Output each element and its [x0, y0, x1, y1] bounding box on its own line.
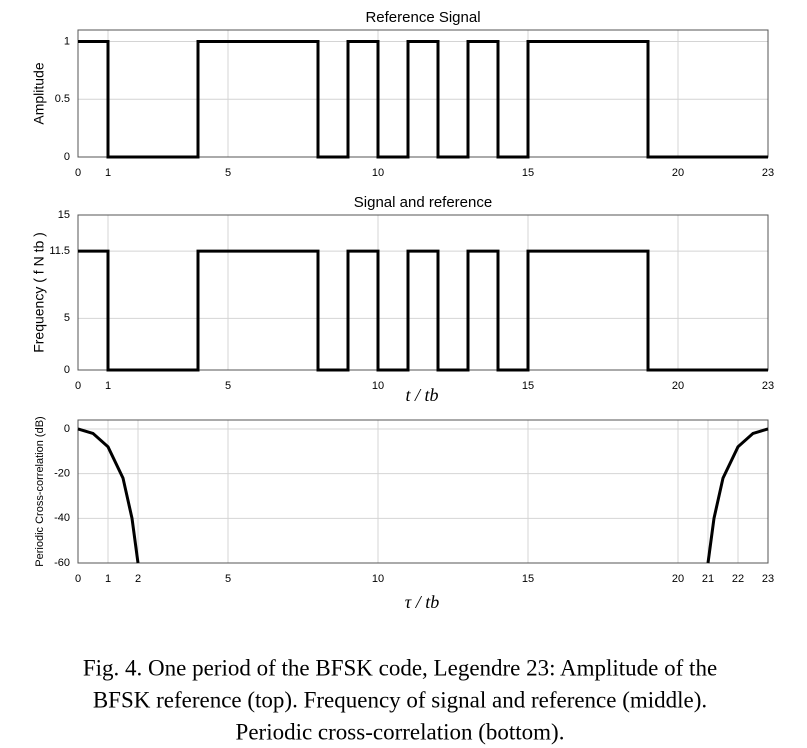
x-tick-label: 20	[672, 167, 684, 179]
chart-title: Reference Signal	[365, 9, 480, 26]
x-tick-label: 5	[225, 573, 231, 585]
x-tick-label: 15	[522, 380, 534, 392]
plot-frame	[77, 214, 769, 371]
caption-line: Periodic cross-correlation (bottom).	[236, 719, 565, 744]
y-axis-label: Amplitude	[31, 62, 47, 124]
y-axis-label: Frequency ( f N tb )	[31, 232, 47, 353]
y-tick-label: 11.5	[49, 245, 70, 257]
x-tick-label: 23	[762, 380, 774, 392]
y-tick-label: 0	[64, 151, 70, 163]
y-tick-label: -60	[54, 557, 70, 569]
y-tick-label: 15	[58, 209, 70, 221]
y-tick-label: 5	[64, 312, 70, 324]
x-tick-label: 15	[522, 167, 534, 179]
x-tick-label: 20	[672, 380, 684, 392]
data-line	[77, 427, 769, 564]
x-tick-label: 2	[135, 573, 141, 585]
x-tick-label: 21	[702, 573, 714, 585]
y-tick-label: 0	[64, 423, 70, 435]
caption-line: BFSK reference (top). Frequency of signa…	[93, 687, 707, 712]
x-tick-label: 10	[372, 167, 384, 179]
x-tick-label: 10	[372, 380, 384, 392]
y-axis-label: Periodic Cross-correlation (dB)	[34, 416, 46, 566]
x-tick-label: 1	[105, 573, 111, 585]
data-line	[78, 40, 768, 159]
x-tick-label: 0	[75, 380, 81, 392]
y-tick-label: 0	[64, 364, 70, 376]
y-tick-label: 1	[64, 35, 70, 47]
plot-frame	[77, 419, 769, 564]
y-tick-label: 0.5	[55, 93, 70, 105]
x-tick-label: 0	[75, 573, 81, 585]
x-tick-label: 10	[372, 573, 384, 585]
x-tick-label: 23	[762, 167, 774, 179]
chart-title: Signal and reference	[354, 194, 492, 211]
plot-frame	[77, 29, 769, 158]
y-tick-label: -20	[54, 468, 70, 480]
x-tick-label: 22	[732, 573, 744, 585]
y-tick-label: -40	[54, 512, 70, 524]
x-tick-label: 23	[762, 573, 774, 585]
x-tick-label: 1	[105, 380, 111, 392]
caption-line: Fig. 4. One period of the BFSK code, Leg…	[83, 655, 717, 680]
x-tick-label: 5	[225, 380, 231, 392]
x-tick-label: 1	[105, 167, 111, 179]
x-tick-label: 20	[672, 573, 684, 585]
x-tick-label: 0	[75, 167, 81, 179]
data-line	[78, 249, 768, 372]
x-axis-label: t / tb	[405, 385, 438, 405]
x-tick-label: 15	[522, 573, 534, 585]
x-tick-label: 5	[225, 167, 231, 179]
x-axis-label: τ / tb	[405, 592, 439, 612]
